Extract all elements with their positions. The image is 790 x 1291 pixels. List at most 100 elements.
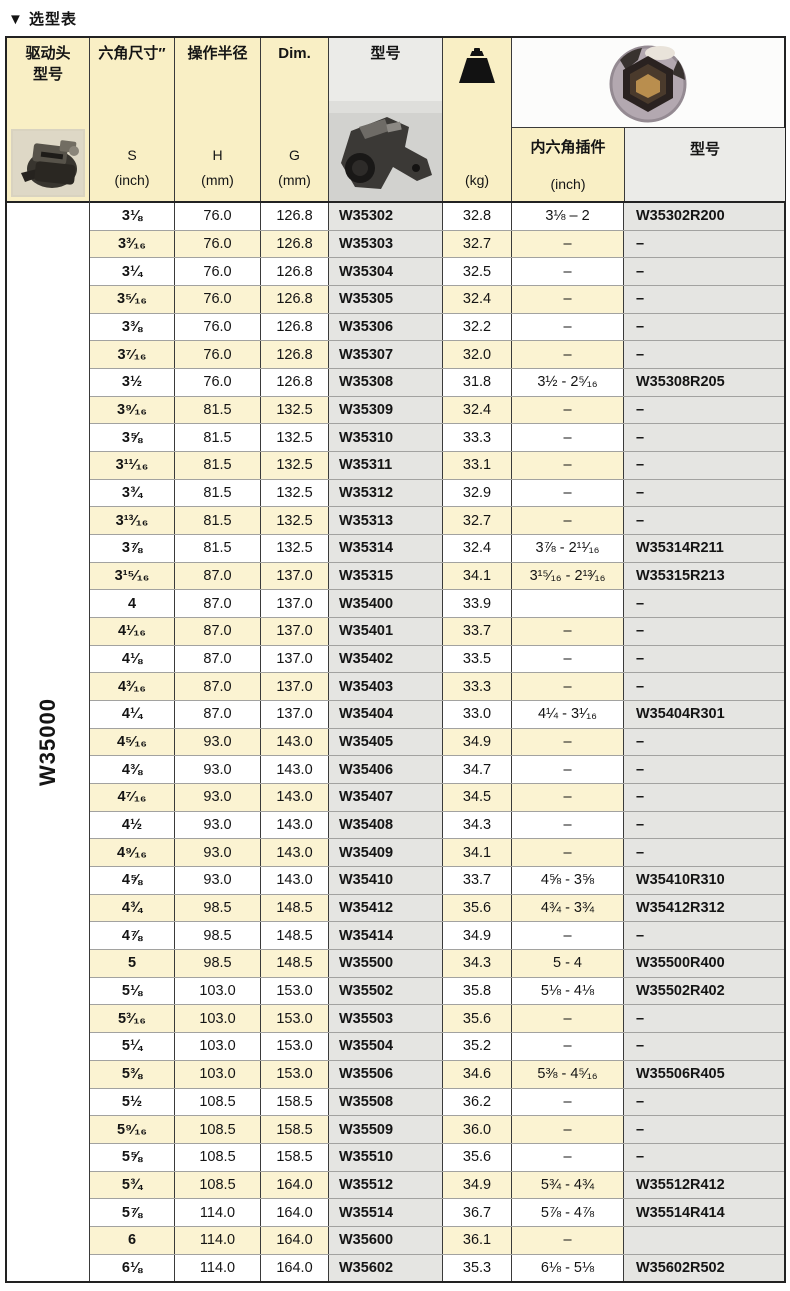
cell-weight: 34.3 <box>442 950 511 977</box>
cell-weight: 33.0 <box>442 701 511 728</box>
cell-model: W35304 <box>328 258 442 286</box>
cell-insert-model: – <box>623 590 784 618</box>
table-row: 4³⁄₁₆ 87.0 137.0 W35403 33.3 – – <box>90 672 784 701</box>
cell-radius-h: 76.0 <box>174 313 260 341</box>
cell-dim-g: 126.8 <box>260 286 328 313</box>
cell-insert-range: – <box>511 673 623 701</box>
cell-hex-size: 4 <box>90 590 174 618</box>
hex-insert-photo-area <box>512 38 784 128</box>
table-main: 六角尺寸″ S (inch) 操作半径 H (mm) Dim. G (mm) 型… <box>90 38 785 1282</box>
cell-insert-model: – <box>623 341 784 369</box>
selection-table: 驱动头 型号 W35000 六角尺寸″ S (inch) <box>5 36 786 1283</box>
hex-insert-photo <box>609 45 687 122</box>
cell-dim-g: 132.5 <box>260 479 328 507</box>
cell-radius-h: 103.0 <box>174 1033 260 1060</box>
cell-insert-model: – <box>623 645 784 673</box>
cell-model: W35309 <box>328 396 442 424</box>
cell-model: W35306 <box>328 313 442 341</box>
table-row: 3⅞ 81.5 132.5 W35314 32.4 3⅞ - 2¹¹⁄₁₆ W3… <box>90 534 784 562</box>
cell-insert-model: – <box>623 230 784 258</box>
cell-radius-h: 76.0 <box>174 230 260 258</box>
cell-dim-g: 143.0 <box>260 756 328 784</box>
cell-radius-h: 81.5 <box>174 507 260 535</box>
cell-weight: 36.1 <box>442 1226 511 1254</box>
cell-radius-h: 103.0 <box>174 1005 260 1033</box>
cell-insert-range: – <box>511 756 623 784</box>
cell-radius-h: 87.0 <box>174 701 260 728</box>
cell-model: W35407 <box>328 784 442 811</box>
cell-model: W35406 <box>328 756 442 784</box>
cell-hex-size: 4⁹⁄₁₆ <box>90 839 174 867</box>
cell-dim-g: 143.0 <box>260 811 328 839</box>
cell-radius-h: 103.0 <box>174 977 260 1005</box>
cell-insert-model: – <box>623 673 784 701</box>
drive-head-column: 驱动头 型号 W35000 <box>7 38 90 1281</box>
cell-dim-g: 143.0 <box>260 839 328 867</box>
cell-insert-model: W35315R213 <box>623 562 784 590</box>
cell-hex-size: 6⅛ <box>90 1254 174 1282</box>
cell-insert-range: – <box>511 784 623 811</box>
cell-insert-model: W35302R200 <box>623 203 784 230</box>
cell-model: W35503 <box>328 1005 442 1033</box>
cell-insert-range: – <box>511 1116 623 1143</box>
cell-insert-model: W35512R412 <box>623 1171 784 1199</box>
cell-insert-model: – <box>623 479 784 507</box>
cell-insert-range: – <box>511 230 623 258</box>
table-row: 3¼ 76.0 126.8 W35304 32.5 – – <box>90 257 784 286</box>
cell-hex-size: 4⅜ <box>90 756 174 784</box>
cell-weight: 33.3 <box>442 424 511 452</box>
cell-radius-h: 87.0 <box>174 645 260 673</box>
table-row: 5 98.5 148.5 W35500 34.3 5 - 4 W35500R40… <box>90 949 784 977</box>
cell-dim-g: 137.0 <box>260 562 328 590</box>
cell-weight: 36.2 <box>442 1088 511 1116</box>
cell-radius-h: 87.0 <box>174 590 260 618</box>
header-dim: Dim. G (mm) <box>260 38 328 201</box>
cell-insert-range: – <box>511 507 623 535</box>
cell-dim-g: 148.5 <box>260 894 328 922</box>
cell-model: W35404 <box>328 701 442 728</box>
cell-hex-size: 5³⁄₁₆ <box>90 1005 174 1033</box>
table-row: 5⅜ 103.0 153.0 W35506 34.6 5⅜ - 4⁵⁄₁₆ W3… <box>90 1059 784 1088</box>
cell-model: W35315 <box>328 562 442 590</box>
cell-radius-h: 98.5 <box>174 950 260 977</box>
cell-model: W35303 <box>328 230 442 258</box>
cell-insert-model: W35514R414 <box>623 1199 784 1226</box>
header-insert-group: 内六角插件 (inch) 型号 <box>511 38 785 201</box>
cell-model: W35602 <box>328 1254 442 1282</box>
cell-radius-h: 98.5 <box>174 922 260 950</box>
cell-insert-model: – <box>623 424 784 452</box>
cell-radius-h: 93.0 <box>174 811 260 839</box>
cell-weight: 32.4 <box>442 535 511 562</box>
cell-radius-h: 98.5 <box>174 894 260 922</box>
drive-head-header-cell: 驱动头 型号 <box>7 38 89 203</box>
cell-hex-size: 5⅜ <box>90 1060 174 1088</box>
cell-model: W35510 <box>328 1143 442 1171</box>
cell-model: W35400 <box>328 590 442 618</box>
cell-hex-size: 5 <box>90 950 174 977</box>
cell-insert-model: W35314R211 <box>623 535 784 562</box>
cell-dim-g: 164.0 <box>260 1254 328 1282</box>
cell-insert-model: W35308R205 <box>623 369 784 396</box>
cell-weight: 32.9 <box>442 479 511 507</box>
cell-insert-model: – <box>623 1033 784 1060</box>
cell-radius-h: 93.0 <box>174 867 260 894</box>
table-row: 5⅞ 114.0 164.0 W35514 36.7 5⅞ - 4⅞ W3551… <box>90 1198 784 1226</box>
table-row: 4½ 93.0 143.0 W35408 34.3 – – <box>90 810 784 839</box>
table-row: 5³⁄₁₆ 103.0 153.0 W35503 35.6 – – <box>90 1004 784 1033</box>
cell-insert-range: – <box>511 1226 623 1254</box>
cell-dim-g: 137.0 <box>260 673 328 701</box>
header-insert-sub: (inch) <box>550 176 586 192</box>
cell-insert-range: 6⅛ - 5⅛ <box>511 1254 623 1282</box>
header-radius-title: 操作半径 <box>187 45 248 62</box>
header-radius-sub: H (mm) <box>201 147 234 188</box>
cell-insert-model: – <box>623 618 784 645</box>
cell-insert-model: – <box>623 1005 784 1033</box>
page-title: ▼ 选型表 <box>8 11 78 28</box>
cell-hex-size: 5⅝ <box>90 1143 174 1171</box>
cell-insert-model: – <box>623 258 784 286</box>
cell-weight: 33.9 <box>442 590 511 618</box>
cell-radius-h: 103.0 <box>174 1060 260 1088</box>
cell-insert-model: W35506R405 <box>623 1060 784 1088</box>
cell-hex-size: 4⁵⁄₁₆ <box>90 728 174 756</box>
cell-hex-size: 4⅛ <box>90 645 174 673</box>
